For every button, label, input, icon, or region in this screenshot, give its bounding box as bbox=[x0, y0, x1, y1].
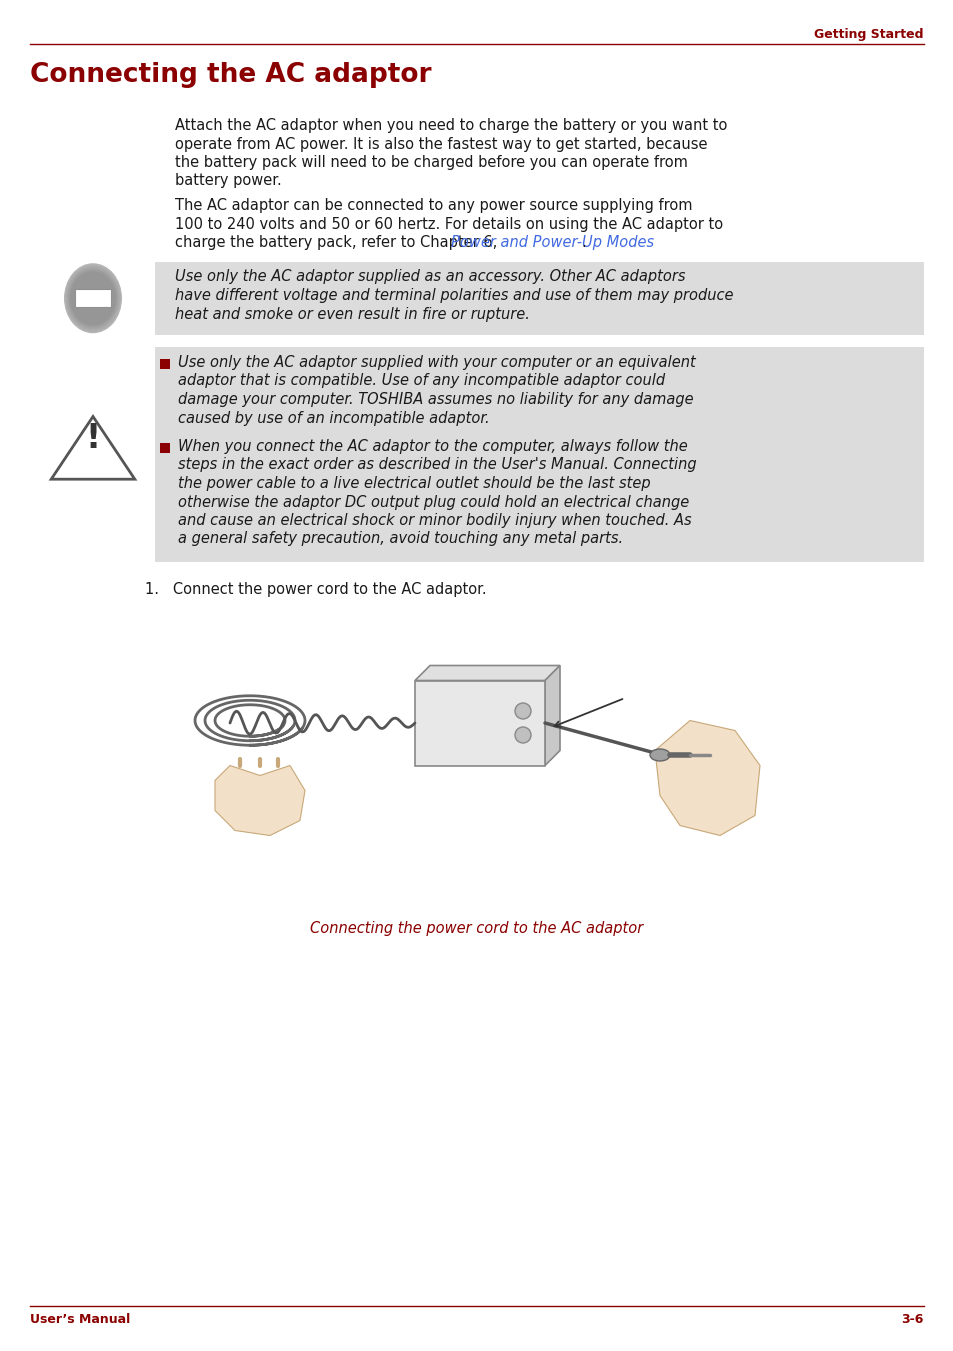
FancyBboxPatch shape bbox=[415, 681, 544, 766]
Text: battery power.: battery power. bbox=[174, 173, 281, 189]
Text: Connecting the power cord to the AC adaptor: Connecting the power cord to the AC adap… bbox=[310, 920, 643, 935]
Text: The AC adaptor can be connected to any power source supplying from: The AC adaptor can be connected to any p… bbox=[174, 199, 692, 213]
FancyBboxPatch shape bbox=[160, 443, 170, 453]
Text: 1.   Connect the power cord to the AC adaptor.: 1. Connect the power cord to the AC adap… bbox=[145, 582, 486, 597]
Polygon shape bbox=[415, 666, 559, 681]
Text: 100 to 240 volts and 50 or 60 hertz. For details on using the AC adaptor to: 100 to 240 volts and 50 or 60 hertz. For… bbox=[174, 216, 722, 231]
Text: the battery pack will need to be charged before you can operate from: the battery pack will need to be charged… bbox=[174, 155, 687, 170]
Text: have different voltage and terminal polarities and use of them may produce: have different voltage and terminal pola… bbox=[174, 288, 733, 303]
Text: When you connect the AC adaptor to the computer, always follow the: When you connect the AC adaptor to the c… bbox=[178, 439, 687, 454]
Text: Attach the AC adaptor when you need to charge the battery or you want to: Attach the AC adaptor when you need to c… bbox=[174, 118, 726, 132]
Ellipse shape bbox=[69, 269, 117, 327]
Text: operate from AC power. It is also the fastest way to get started, because: operate from AC power. It is also the fa… bbox=[174, 136, 707, 151]
Polygon shape bbox=[544, 666, 559, 766]
Ellipse shape bbox=[64, 263, 122, 334]
FancyBboxPatch shape bbox=[154, 262, 923, 335]
Text: .: . bbox=[580, 235, 585, 250]
FancyBboxPatch shape bbox=[154, 347, 923, 562]
Text: Power and Power-Up Modes: Power and Power-Up Modes bbox=[451, 235, 654, 250]
Text: User’s Manual: User’s Manual bbox=[30, 1313, 131, 1325]
Text: and cause an electrical shock or minor bodily injury when touched. As: and cause an electrical shock or minor b… bbox=[178, 513, 691, 528]
Ellipse shape bbox=[66, 265, 120, 331]
Ellipse shape bbox=[649, 748, 669, 761]
Text: !: ! bbox=[86, 423, 100, 455]
Circle shape bbox=[515, 727, 531, 743]
Ellipse shape bbox=[70, 272, 116, 326]
Circle shape bbox=[515, 703, 531, 719]
Text: caused by use of an incompatible adaptor.: caused by use of an incompatible adaptor… bbox=[178, 411, 489, 426]
Text: steps in the exact order as described in the User's Manual. Connecting: steps in the exact order as described in… bbox=[178, 458, 696, 473]
Ellipse shape bbox=[67, 267, 119, 330]
Text: Connecting the AC adaptor: Connecting the AC adaptor bbox=[30, 62, 431, 88]
Polygon shape bbox=[214, 766, 305, 835]
FancyBboxPatch shape bbox=[75, 289, 111, 307]
Text: heat and smoke or even result in fire or rupture.: heat and smoke or even result in fire or… bbox=[174, 307, 529, 322]
Text: charge the battery pack, refer to Chapter 6,: charge the battery pack, refer to Chapte… bbox=[174, 235, 501, 250]
FancyBboxPatch shape bbox=[160, 359, 170, 369]
Polygon shape bbox=[51, 416, 134, 480]
Text: 3-6: 3-6 bbox=[901, 1313, 923, 1325]
Text: adaptor that is compatible. Use of any incompatible adaptor could: adaptor that is compatible. Use of any i… bbox=[178, 373, 664, 389]
Text: the power cable to a live electrical outlet should be the last step: the power cable to a live electrical out… bbox=[178, 476, 650, 490]
Text: otherwise the adaptor DC output plug could hold an electrical change: otherwise the adaptor DC output plug cou… bbox=[178, 494, 688, 509]
Text: Getting Started: Getting Started bbox=[814, 28, 923, 41]
Text: damage your computer. TOSHIBA assumes no liability for any damage: damage your computer. TOSHIBA assumes no… bbox=[178, 392, 693, 407]
Text: a general safety precaution, avoid touching any metal parts.: a general safety precaution, avoid touch… bbox=[178, 531, 622, 547]
Text: Use only the AC adaptor supplied as an accessory. Other AC adaptors: Use only the AC adaptor supplied as an a… bbox=[174, 269, 685, 285]
Text: Use only the AC adaptor supplied with your computer or an equivalent: Use only the AC adaptor supplied with yo… bbox=[178, 355, 695, 370]
Polygon shape bbox=[655, 720, 760, 835]
